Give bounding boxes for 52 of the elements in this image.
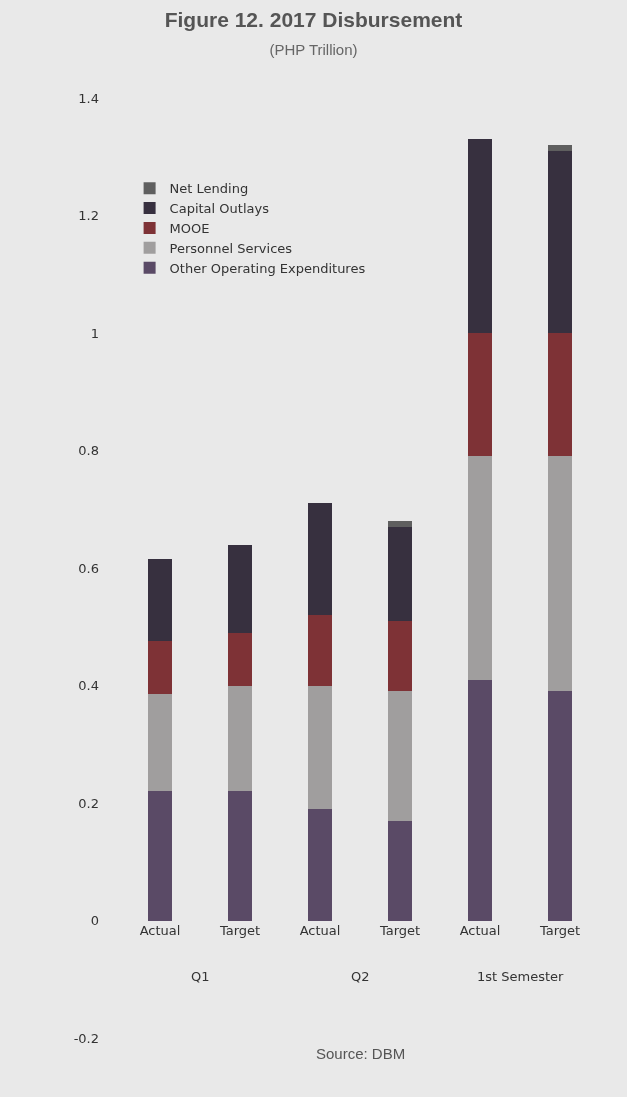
y-tick-label: 0	[90, 913, 99, 929]
x-tick-label: Actual	[459, 922, 501, 938]
bar	[548, 333, 572, 457]
bar	[548, 150, 572, 333]
y-tick-label: 1.2	[78, 208, 99, 224]
legend-label: Capital Outlays	[169, 201, 270, 217]
bar	[308, 808, 332, 921]
bar	[548, 456, 572, 692]
bar	[228, 685, 252, 792]
bar	[388, 526, 412, 621]
bar	[388, 620, 412, 692]
y-tick-label: 0.2	[78, 795, 99, 811]
bar	[228, 791, 252, 921]
bar	[308, 503, 332, 615]
bar	[388, 820, 412, 921]
annotation: Q2	[351, 969, 370, 984]
bar	[468, 456, 492, 680]
bar	[308, 685, 332, 809]
bar	[548, 145, 572, 151]
x-tick-label: Actual	[139, 922, 181, 938]
bar	[388, 691, 412, 821]
x-tick-label: Actual	[299, 922, 341, 938]
annotation: 1st Semester	[477, 969, 565, 984]
y-tick-label: 1.4	[78, 90, 99, 106]
bar	[548, 691, 572, 921]
source-note: Source: DBM	[316, 1045, 406, 1062]
bar	[228, 544, 252, 633]
y-tick-label: 0.6	[78, 560, 99, 576]
chart-subtitle: (PHP Trillion)	[269, 40, 358, 58]
y-tick-label: 1	[90, 325, 99, 341]
x-tick-label: Target	[538, 922, 581, 938]
bar	[468, 333, 492, 457]
x-tick-label: Target	[378, 922, 421, 938]
bar	[468, 679, 492, 921]
legend-label: Other Operating Expenditures	[169, 260, 366, 276]
bar	[148, 791, 172, 921]
annotation: Q1	[191, 969, 210, 984]
bar	[388, 521, 412, 527]
y-tick-label: 0.8	[78, 443, 99, 459]
bar	[308, 615, 332, 686]
x-tick-label: Target	[218, 922, 261, 938]
chart-title: Figure 12. 2017 Disbursement	[164, 8, 463, 32]
legend-label: Personnel Services	[169, 240, 293, 256]
legend-label: Net Lending	[169, 181, 249, 197]
legend-label: MOOE	[169, 221, 210, 237]
y-tick-label: 0.4	[78, 678, 99, 694]
bar	[468, 139, 492, 333]
bar	[148, 641, 172, 695]
y-tick-label: -0.2	[73, 1030, 99, 1046]
bar	[148, 694, 172, 792]
bar	[228, 632, 252, 686]
bar	[148, 559, 172, 642]
